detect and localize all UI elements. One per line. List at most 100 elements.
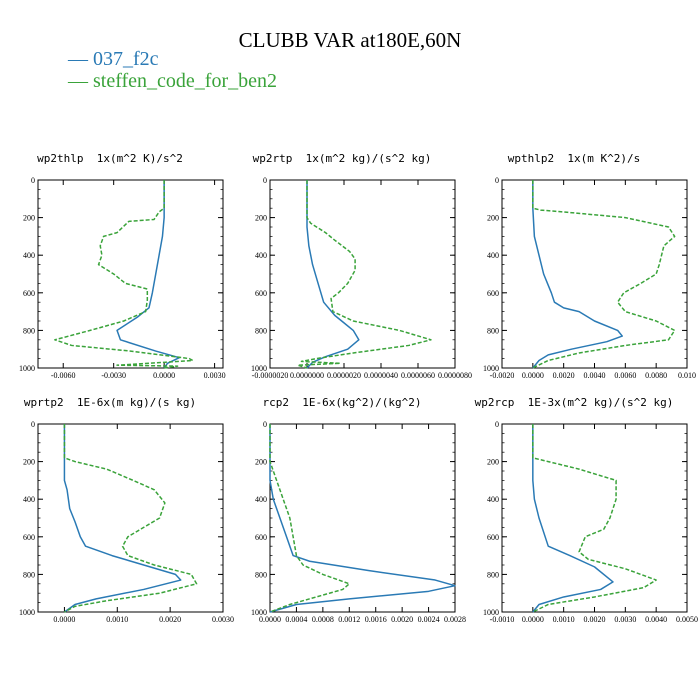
series-line-037-f2c: [306, 180, 360, 369]
x-tick-label: 0.0030: [212, 615, 234, 624]
x-tick-label: 0.0020: [159, 615, 181, 624]
x-tick-label: 0.0000: [522, 371, 544, 380]
y-tick-label: 600: [255, 533, 267, 542]
y-tick-label: 200: [487, 214, 499, 223]
panel-wpthlp2: wpthlp2 1x(m K^2)/s 0 200 400 600 800 1000 -0.…: [464, 152, 696, 382]
x-tick-label: 0.010: [678, 371, 696, 380]
panel-title: wp2rcp 1E-3x(m^2 kg)/(s^2 kg): [474, 396, 674, 409]
y-tick-label: 800: [255, 570, 267, 579]
plot-frame: [501, 179, 688, 369]
plot-svg: 0 200 400 600 800 1000-0.0020 0.0000 0.0020 0.00…: [483, 176, 696, 380]
y-tick-label: 1000: [251, 364, 267, 373]
y-tick-label: 800: [487, 326, 499, 335]
y-tick-label: 1000: [483, 364, 499, 373]
y-tick-label: 200: [255, 214, 267, 223]
x-tick-label: 0.0010: [553, 615, 575, 624]
panel-wp2rtp: wp2rtp 1x(m^2 kg)/(s^2 kg) 0 200 400 600 800…: [232, 152, 472, 382]
y-tick-label: 400: [23, 495, 35, 504]
y-tick-label: 0: [495, 420, 499, 429]
x-tick-label: 0.0030: [204, 371, 226, 380]
plot-svg: 0 200 400 600 800 1000 0.0000 0.0010 0.0020 0.003…: [19, 420, 234, 624]
x-tick-label: 0.0012: [338, 615, 360, 624]
y-tick-label: 600: [255, 289, 267, 298]
series-line-037-f2c: [532, 180, 623, 369]
series-line-steffen-code: [63, 424, 198, 613]
plot-frame: [37, 423, 224, 613]
panel-rcp2: rcp2 1E-6x(kg^2)/(kg^2) 0 200 400 600 800 100…: [232, 396, 466, 626]
plot-frame: [501, 423, 688, 613]
y-tick-label: 0: [31, 176, 35, 185]
x-tick-label: 0.0000020: [327, 371, 361, 380]
x-tick-label: 0.0010: [106, 615, 128, 624]
y-tick-label: 200: [23, 214, 35, 223]
y-tick-label: 1000: [483, 608, 499, 617]
plot-frame: [269, 423, 456, 613]
y-tick-label: 0: [263, 176, 267, 185]
y-tick-label: 200: [23, 458, 35, 467]
y-tick-label: 600: [23, 533, 35, 542]
plot-frame: [269, 179, 456, 369]
panel-wprtp2: wprtp2 1E-6x(m kg)/(s kg) 0 200 400 600 800 1…: [0, 396, 234, 626]
y-tick-label: 0: [263, 420, 267, 429]
x-tick-label: 0.0000: [259, 615, 281, 624]
panel-title: rcp2 1E-6x(kg^2)/(kg^2): [262, 396, 422, 409]
x-tick-label: 0.0020: [553, 371, 575, 380]
x-tick-label: 0.0004: [285, 615, 307, 624]
x-tick-label: 0.0060: [614, 371, 636, 380]
panel-title: wpthlp2 1x(m K^2)/s: [507, 152, 641, 165]
x-tick-label: 0.0000080: [438, 371, 472, 380]
series-line-steffen-code: [269, 424, 351, 613]
y-tick-label: 1000: [251, 608, 267, 617]
x-tick-label: -0.0060: [51, 371, 76, 380]
panel-title: wprtp2 1E-6x(m kg)/(s kg): [23, 396, 197, 409]
y-tick-label: 200: [487, 458, 499, 467]
figure-title: CLUBB VAR at180E,60N: [238, 28, 462, 52]
series-line-steffen-code: [532, 424, 657, 613]
y-tick-label: 400: [487, 495, 499, 504]
x-tick-label: 0.0000: [522, 615, 544, 624]
x-tick-label: 0.0016: [365, 615, 387, 624]
x-tick-label: -0.0000020: [252, 371, 289, 380]
y-tick-label: 800: [23, 326, 35, 335]
y-tick-label: 0: [31, 420, 35, 429]
x-tick-label: 0.0020: [391, 615, 413, 624]
y-tick-label: 800: [255, 326, 267, 335]
y-tick-label: 200: [255, 458, 267, 467]
series-line-037-f2c: [532, 424, 614, 613]
x-tick-label: 0.0024: [418, 615, 440, 624]
series-line-steffen-code: [532, 180, 676, 369]
series-line-037-f2c: [63, 424, 182, 613]
y-tick-label: 400: [255, 495, 267, 504]
panel-wp2rcp: wp2rcp 1E-3x(m^2 kg)/(s^2 kg) 0 200 400 600…: [464, 396, 698, 626]
legend-entry-037-f2c: — 037_f2c: [68, 48, 159, 70]
x-tick-label: 0.0000060: [401, 371, 435, 380]
plot-svg: 0 200 400 600 800 1000 -0.0060 -0.0030 0.0000 0.0…: [19, 176, 226, 380]
y-tick-label: 400: [487, 251, 499, 260]
x-tick-label: 0.0040: [584, 371, 606, 380]
x-tick-label: 0.0020: [584, 615, 606, 624]
y-tick-label: 1000: [19, 608, 35, 617]
y-tick-label: 600: [23, 289, 35, 298]
y-tick-label: 400: [23, 251, 35, 260]
x-tick-label: 0.0080: [645, 371, 667, 380]
x-tick-label: 0.0030: [614, 615, 636, 624]
panel-title: wp2rtp 1x(m^2 kg)/(s^2 kg): [252, 152, 432, 165]
x-tick-label: 0.0000000: [290, 371, 324, 380]
x-tick-label: 0.0040: [645, 615, 667, 624]
panel-wp2thlp: wp2thlp 1x(m^2 K)/s^2 0 200 400 600 800 1000 -…: [0, 152, 230, 382]
x-tick-label: -0.0010: [490, 615, 515, 624]
legend-entry-steffen-code: — steffen_code_for_ben2: [68, 70, 278, 92]
series-line-steffen-code: [54, 180, 194, 369]
series-line-037-f2c: [116, 180, 181, 369]
panel-title: wp2thlp 1x(m^2 K)/s^2: [37, 152, 183, 165]
y-tick-label: 400: [255, 251, 267, 260]
y-tick-label: 800: [23, 570, 35, 579]
x-tick-label: 0.0050: [676, 615, 698, 624]
x-tick-label: -0.0020: [490, 371, 515, 380]
y-tick-label: 800: [487, 570, 499, 579]
plot-svg: 0 200 400 600 800 1000-0.0010 0.0000 0.0010 0.00…: [483, 420, 698, 624]
x-tick-label: 0.0000040: [364, 371, 398, 380]
x-tick-label: 0.0000: [153, 371, 175, 380]
x-tick-label: -0.0030: [101, 371, 126, 380]
